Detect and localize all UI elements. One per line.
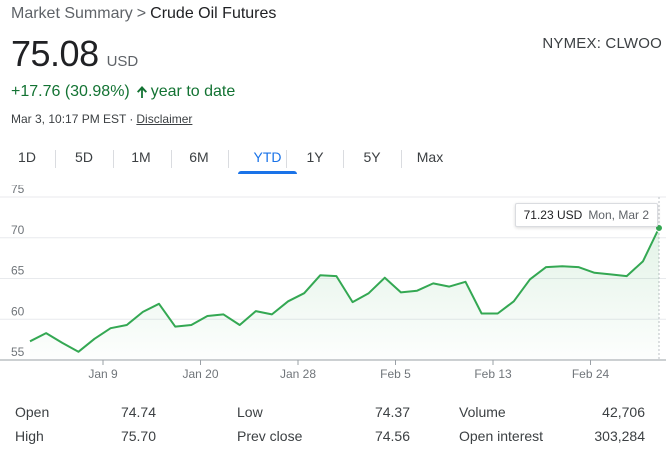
y-tick-label: 70 (11, 223, 25, 237)
tooltip-value: 71.23 USD (523, 208, 583, 222)
change-period: year to date (150, 83, 236, 100)
stat-high-label: High (15, 428, 44, 444)
breadcrumb-parent-link[interactable]: Market Summary (11, 5, 133, 22)
tab-divider (228, 150, 229, 168)
breadcrumb-current: Crude Oil Futures (150, 5, 277, 22)
price-area (30, 228, 659, 360)
arrow-up-icon (136, 85, 148, 99)
stat-low-value: 74.37 (374, 404, 410, 420)
tab-divider (286, 150, 287, 168)
tab-divider (401, 150, 402, 168)
x-tick-label: Feb 13 (474, 367, 512, 381)
stat-open-interest-value: 303,284 (594, 428, 645, 444)
tab-ytd[interactable]: YTD (238, 145, 297, 174)
tab-max[interactable]: Max (416, 149, 444, 165)
quote-timestamp: Mar 3, 10:17 PM EST (11, 112, 127, 126)
tab-1d[interactable]: 1D (18, 149, 36, 165)
breadcrumb-separator: > (136, 5, 147, 22)
timestamp-row: Mar 3, 10:17 PM EST · Disclaimer (11, 112, 192, 126)
tab-1y[interactable]: 1Y (306, 149, 324, 165)
tab-divider (55, 150, 56, 168)
stat-volume-value: 42,706 (602, 404, 645, 420)
stat-low-label: Low (237, 404, 263, 420)
y-axis: 75 70 65 60 55 (11, 185, 25, 359)
separator-dot: · (129, 112, 134, 126)
currency-label: USD (106, 53, 139, 70)
x-tick-label: Jan 20 (182, 367, 218, 381)
stat-volume-label: Volume (459, 404, 506, 420)
exchange-symbol: NYMEX: CLWOO (542, 35, 662, 52)
stat-open-interest-label: Open interest (459, 428, 544, 444)
y-tick-label: 55 (11, 345, 25, 359)
disclaimer-link[interactable]: Disclaimer (136, 112, 193, 126)
price-chart[interactable]: 75 70 65 60 55 Jan 9 Jan 20 Jan 28 Feb 5 Feb 13 F… (0, 185, 666, 385)
tab-1m[interactable]: 1M (131, 149, 151, 165)
tab-6m[interactable]: 6M (189, 149, 209, 165)
current-price: 75.08 (11, 33, 99, 74)
chart-series (29, 223, 663, 360)
y-tick-label: 60 (11, 304, 25, 318)
chart-tooltip: 71.23 USD Mon, Mar 2 (514, 203, 658, 227)
tooltip-date: Mon, Mar 2 (588, 208, 649, 222)
stat-open-value: 74.74 (120, 404, 156, 420)
stat-prev-close-label: Prev close (237, 428, 303, 444)
x-tick-label: Feb 24 (572, 367, 610, 381)
stat-open-label: Open (15, 404, 50, 420)
x-tick-label: Feb 5 (380, 367, 411, 381)
price-change-row: +17.76 (30.98%) year to date (11, 83, 235, 101)
tab-divider (113, 150, 114, 168)
stat-high-value: 75.70 (120, 428, 156, 444)
tab-5d[interactable]: 5D (75, 149, 93, 165)
price-line (29, 227, 660, 353)
y-tick-label: 65 (11, 264, 25, 278)
stat-prev-close-value: 74.56 (374, 428, 410, 444)
price-row: 75.08 USD (11, 33, 138, 75)
x-axis: Jan 9 Jan 20 Jan 28 Feb 5 Feb 13 Feb 24 (88, 360, 610, 381)
tab-divider (171, 150, 172, 168)
breadcrumb: Market Summary > Crude Oil Futures (11, 5, 276, 23)
tab-divider (343, 150, 344, 168)
y-tick-label: 75 (11, 185, 25, 196)
x-tick-label: Jan 28 (280, 367, 316, 381)
price-change: +17.76 (30.98%) (11, 83, 130, 100)
x-tick-label: Jan 9 (88, 367, 118, 381)
tab-5y[interactable]: 5Y (363, 149, 381, 165)
